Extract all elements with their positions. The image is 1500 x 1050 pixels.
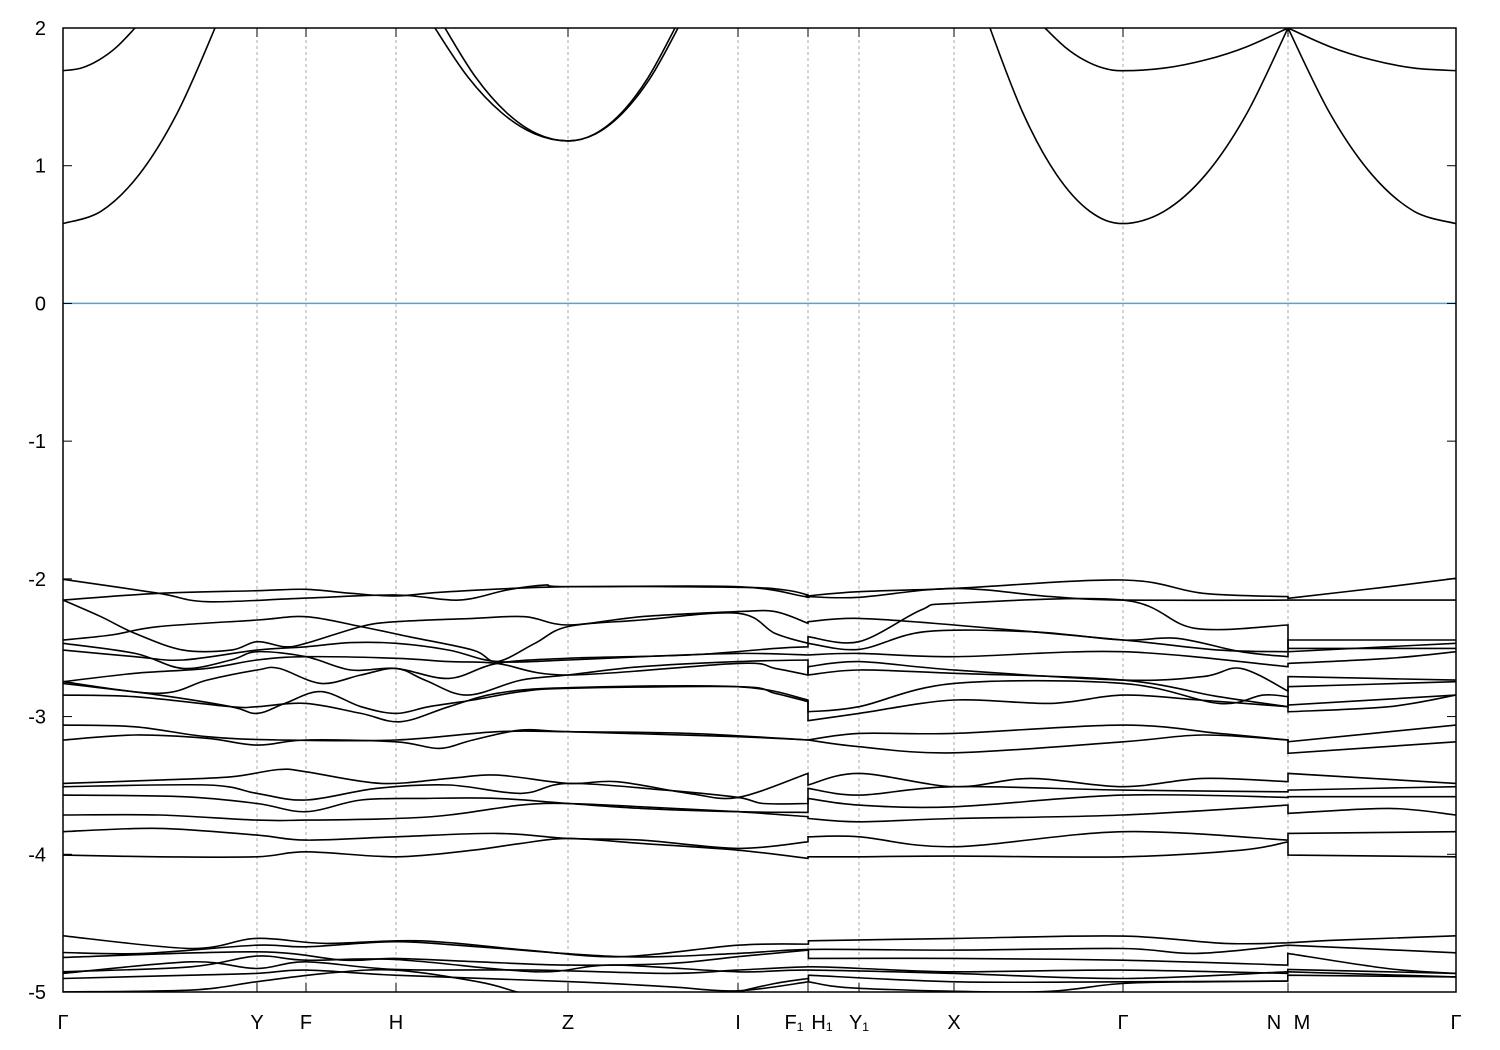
x-tick-label: X	[947, 1012, 960, 1034]
band-line-27	[63, 940, 1456, 958]
x-tick-label: Y₁	[849, 1012, 869, 1034]
band-line-2	[434, 28, 676, 142]
y-tick-label: -5	[28, 982, 46, 1004]
y-tick-label: 0	[35, 293, 46, 315]
band-line-32	[63, 968, 521, 992]
band-line-21	[63, 782, 1456, 805]
band-line-19	[63, 728, 1456, 755]
band-line-33	[737, 977, 1288, 992]
band-line-26	[63, 935, 1456, 958]
band-line-23	[63, 802, 1456, 823]
band-line-11	[63, 597, 1456, 663]
band-line-20	[63, 768, 1456, 800]
grid-lines	[256, 28, 1289, 992]
band-line-13	[63, 641, 1456, 668]
band-line-10	[63, 599, 1456, 653]
x-tick-label: F	[300, 1012, 312, 1034]
y-tick-label: 1	[35, 156, 46, 178]
x-axis: Γ Y F H Z I F₁ H₁ Y₁ X Γ N M Γ	[57, 28, 1462, 1034]
band-line-25	[63, 837, 1456, 860]
plot-frame	[62, 27, 1457, 993]
band-line-17	[63, 684, 1456, 723]
band-line-7	[1287, 28, 1456, 72]
y-tick-label: -4	[28, 844, 46, 866]
band-line-28	[63, 949, 1456, 975]
x-tick-label: Y	[250, 1012, 263, 1034]
x-tick-label: Z	[562, 1012, 574, 1034]
band-line-22	[63, 793, 1456, 814]
y-tick-label: 2	[35, 18, 46, 40]
y-tick-label: -1	[28, 431, 46, 453]
band-line-9	[63, 585, 1456, 602]
band-line-30	[63, 955, 1456, 980]
band-line-0	[63, 28, 216, 225]
band-line-6	[1287, 28, 1456, 225]
band-line-5	[1043, 28, 1289, 72]
x-tick-label: I	[735, 1012, 741, 1034]
band-line-16	[63, 679, 1456, 715]
band-line-1	[63, 28, 137, 72]
x-tick-label: N	[1267, 1012, 1281, 1034]
band-line-18	[63, 724, 1456, 743]
x-tick-label: M	[1294, 1012, 1311, 1034]
x-tick-label: H₁	[811, 1012, 832, 1034]
band-line-14	[63, 655, 1456, 693]
y-tick-label: -3	[28, 707, 46, 729]
x-tick-label: H	[389, 1012, 403, 1034]
band-line-24	[63, 827, 1456, 850]
x-tick-label: Γ	[1450, 1012, 1461, 1034]
band-line-15	[63, 659, 1456, 708]
x-tick-label: F₁	[785, 1012, 804, 1034]
band-line-3	[444, 28, 679, 142]
y-tick-label: -2	[28, 569, 46, 591]
y-axis: -5 -4 -3 -2 -1 0 1 2	[28, 18, 1456, 1004]
x-tick-label: Γ	[57, 1012, 68, 1034]
band-line-4	[989, 28, 1289, 225]
bands	[63, 28, 1456, 992]
x-tick-label: Γ	[1117, 1012, 1128, 1034]
